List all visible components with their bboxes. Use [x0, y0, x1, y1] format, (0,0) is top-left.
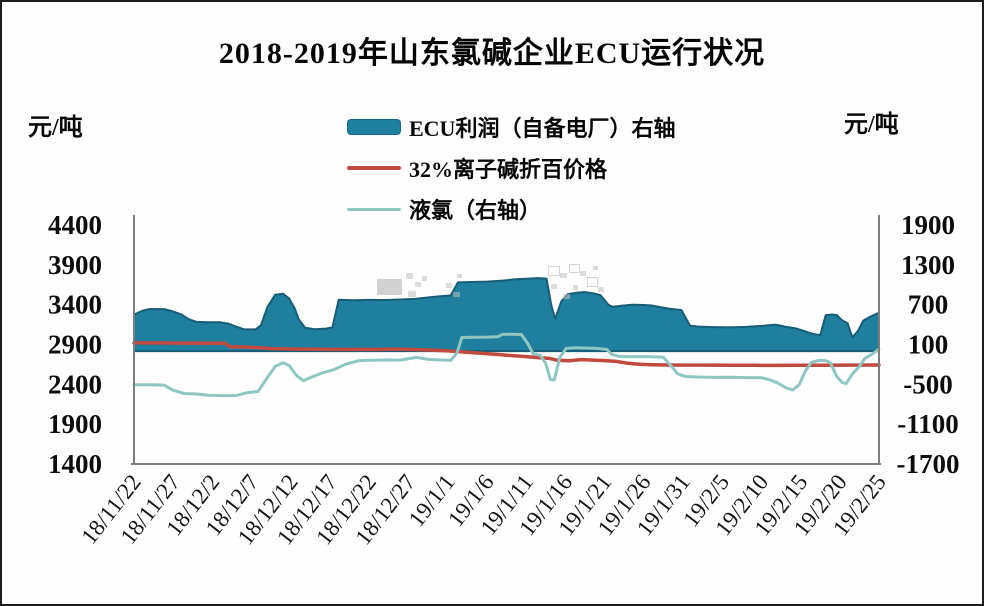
left-axis-tick-label: 1900	[48, 409, 102, 439]
right-axis-tick-label: -1100	[897, 409, 959, 439]
left-axis-unit: 元/吨	[28, 115, 83, 141]
right-axis-tick-label: 100	[908, 330, 949, 360]
left-axis-tick-label: 1400	[48, 449, 102, 479]
liquid-chlorine-line	[132, 332, 881, 398]
right-axis-unit: 元/吨	[844, 112, 899, 138]
legend: ECU利润（自备电厂）右轴 32%离子碱折百价格 液氯（右轴）	[347, 112, 675, 235]
caustic-price-line	[132, 341, 881, 368]
left-axis-tick-label: 3400	[48, 290, 102, 320]
legend-item-caustic-price: 32%离子碱折百价格	[347, 153, 675, 183]
legend-item-liquid-chlorine: 液氯（右轴）	[347, 194, 675, 224]
legend-item-ecu-profit: ECU利润（自备电厂）右轴	[347, 112, 675, 142]
left-axis-tick-label: 2900	[48, 330, 102, 360]
right-axis-tick-label: 1900	[901, 210, 955, 240]
left-axis-tick-label: 4400	[48, 210, 102, 240]
legend-label-ecu-profit: ECU利润（自备电厂）右轴	[409, 116, 676, 141]
area-swatch-icon	[347, 119, 401, 135]
legend-label-caustic-price: 32%离子碱折百价格	[409, 157, 608, 182]
left-axis-tick-label: 3900	[48, 250, 102, 280]
legend-label-liquid-chlorine: 液氯（右轴）	[409, 198, 542, 223]
ecu-profit-area	[133, 277, 880, 353]
right-axis-tick-label: -1700	[897, 449, 960, 479]
left-axis-tick-label: 2400	[48, 369, 102, 399]
line-swatch-icon	[347, 207, 401, 211]
right-axis-tick-label: -500	[903, 369, 953, 399]
line-swatch-icon	[347, 166, 401, 170]
right-axis-tick-label: 1300	[901, 250, 955, 280]
right-axis-tick-label: 700	[908, 290, 949, 320]
chart-title: 2018-2019年山东氯碱企业ECU运行状况	[218, 37, 766, 70]
